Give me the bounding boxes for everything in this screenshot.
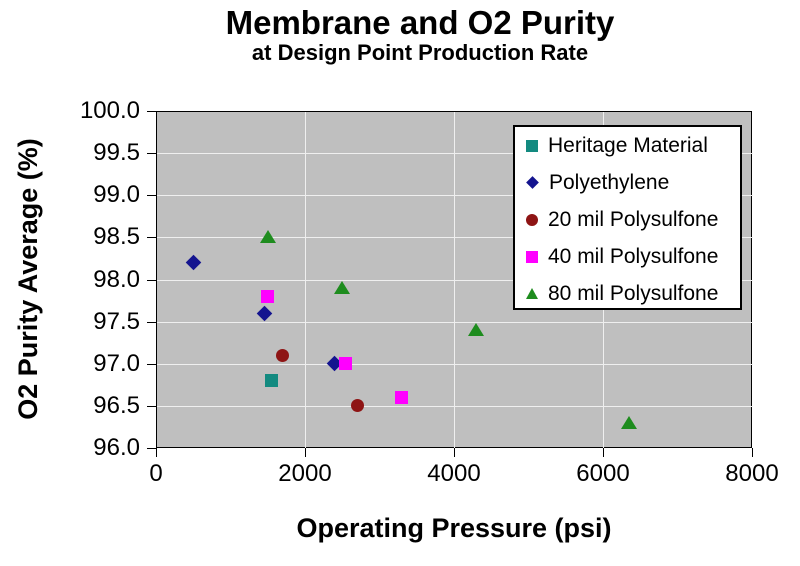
data-point-20-mil-polysulfone <box>350 399 364 413</box>
legend: Heritage Material Polyethylene 20 mil Poly… <box>513 125 742 310</box>
y-tick-mark <box>147 111 156 112</box>
y-tick-mark <box>147 364 156 365</box>
x-gridline <box>454 112 455 449</box>
y-gridline <box>157 279 753 281</box>
x-gridline <box>305 112 306 449</box>
x-tick-label: 2000 <box>278 460 332 487</box>
square-marker-icon <box>526 250 538 263</box>
data-point-40-mil-polysulfone <box>261 289 275 303</box>
x-tick-mark <box>156 448 157 457</box>
data-point-80-mil-polysulfone <box>334 280 351 294</box>
data-point-20-mil-polysulfone <box>276 348 290 362</box>
y-tick-mark <box>147 195 156 196</box>
legend-item: Polyethylene <box>515 164 740 201</box>
x-tick-mark <box>305 448 306 457</box>
data-point-40-mil-polysulfone <box>339 357 353 371</box>
legend-item-label: 20 mil Polysulfone <box>548 207 719 231</box>
data-point-heritage-material <box>264 374 278 388</box>
triangle-marker-icon <box>526 288 538 299</box>
x-tick-label: 8000 <box>725 460 779 487</box>
y-gridline <box>157 195 753 197</box>
y-tick-label: 97.0 <box>93 350 140 377</box>
data-point-80-mil-polysulfone <box>259 230 276 244</box>
y-gridline <box>157 237 753 239</box>
legend-item: 80 mil Polysulfone <box>515 275 740 312</box>
legend-item: Heritage Material <box>515 127 740 164</box>
x-tick-mark <box>454 448 455 457</box>
y-tick-label: 99.0 <box>93 181 140 208</box>
data-point-80-mil-polysulfone <box>621 415 638 429</box>
y-tick-label: 98.5 <box>93 223 140 250</box>
y-gridline <box>157 405 753 407</box>
y-tick-label: 99.5 <box>93 139 140 166</box>
legend-item-label: 80 mil Polysulfone <box>548 281 719 305</box>
y-tick-mark <box>147 153 156 154</box>
chart-subtitle: at Design Point Production Rate <box>251 40 589 65</box>
x-axis-title: Operating Pressure (psi) <box>296 513 612 543</box>
circle-marker-icon <box>526 213 538 226</box>
y-tick-label: 96.5 <box>93 392 140 419</box>
data-point-40-mil-polysulfone <box>395 390 409 404</box>
x-tick-mark <box>752 448 753 457</box>
y-tick-mark <box>147 448 156 449</box>
y-tick-label: 98.0 <box>93 266 140 293</box>
legend-item: 40 mil Polysulfone <box>515 238 740 275</box>
y-tick-label: 96.0 <box>93 434 140 461</box>
y-gridline <box>157 153 753 155</box>
x-tick-mark <box>603 448 604 457</box>
legend-item-label: Heritage Material <box>548 133 708 157</box>
y-gridline <box>157 321 753 323</box>
data-point-80-mil-polysulfone <box>468 323 485 337</box>
diamond-marker-icon <box>526 176 539 189</box>
y-tick-mark <box>147 406 156 407</box>
y-gridline <box>157 363 753 365</box>
legend-item-label: Polyethylene <box>549 170 670 194</box>
y-tick-mark <box>147 280 156 281</box>
y-tick-mark <box>147 237 156 238</box>
square-marker-icon <box>526 139 538 152</box>
x-tick-label: 6000 <box>576 460 630 487</box>
y-tick-label: 100.0 <box>79 97 140 124</box>
chart-title: Membrane and O2 Purity <box>225 4 615 41</box>
y-tick-label: 97.5 <box>93 308 140 335</box>
x-tick-label: 0 <box>149 460 163 487</box>
legend-item-label: 40 mil Polysulfone <box>548 244 719 268</box>
y-tick-mark <box>147 322 156 323</box>
legend-item: 20 mil Polysulfone <box>515 201 740 238</box>
x-tick-label: 4000 <box>427 460 481 487</box>
